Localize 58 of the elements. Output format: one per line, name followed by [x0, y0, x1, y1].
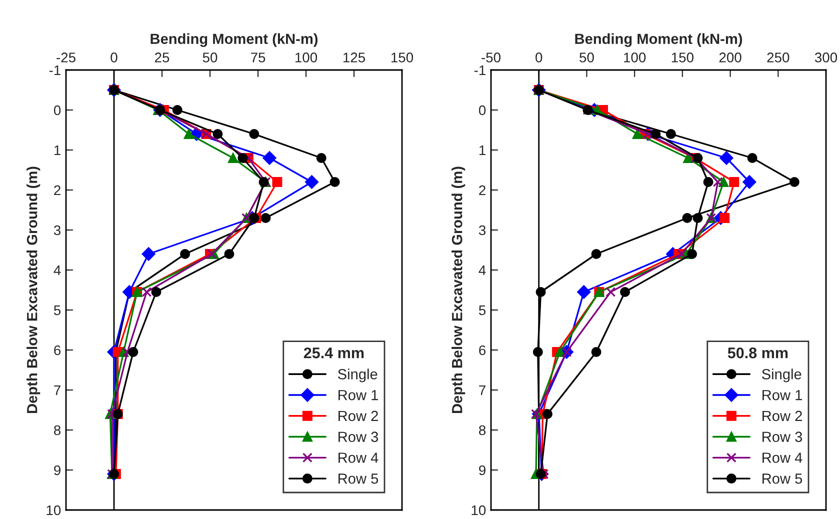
x-tick-label: 100 [295, 52, 318, 62]
x-tick-label: 125 [343, 52, 366, 62]
y-axis-title: Depth Below Excavated Ground (m) [26, 166, 40, 413]
y-tick-label: 8 [54, 425, 61, 436]
x-tick-label: 150 [391, 52, 414, 62]
x-tick-label: 250 [767, 52, 790, 62]
y-tick-label: 0 [54, 105, 61, 116]
x-tick-label: 150 [672, 52, 694, 62]
y-tick-label: 9 [54, 465, 60, 476]
legend-label: Row 5 [762, 474, 802, 484]
y-tick-label: 2 [54, 185, 60, 196]
y-tick-label: 1 [54, 145, 60, 156]
legend-label: Row 1 [762, 390, 802, 400]
y-tick-label: 6 [54, 345, 61, 356]
x-tick-label: 50 [580, 52, 594, 62]
legend-label: Row 2 [762, 410, 802, 422]
y-tick-label: 3 [478, 225, 486, 236]
legend-label: Row 2 [338, 410, 378, 422]
legend-label: Row 4 [338, 452, 378, 463]
y-tick-label: 5 [478, 305, 486, 316]
y-tick-label: 5 [54, 305, 61, 316]
y-tick-label: 4 [54, 265, 61, 276]
x-axis-title: Bending Moment (kN-m) [575, 33, 742, 47]
legend-label: Single [338, 368, 378, 382]
y-tick-label: 0 [478, 105, 486, 116]
y-tick-label: 7 [479, 385, 486, 396]
x-tick-label: 50 [202, 52, 218, 62]
y-tick-label: 3 [54, 225, 61, 236]
x-tick-label: 75 [250, 52, 266, 62]
legend-title: 25.4 mm [304, 348, 364, 358]
x-tick-label: 0 [536, 52, 542, 62]
x-tick-label: 300 [814, 52, 838, 62]
legend-label: Row 1 [338, 390, 378, 400]
y-tick-label: 1 [479, 145, 486, 156]
x-tick-label: -50 [482, 52, 500, 62]
legend-label: Row 3 [338, 432, 378, 442]
y-tick-label: -1 [474, 65, 486, 76]
legend-label: Row 5 [338, 474, 378, 484]
y-tick-label: -1 [49, 65, 60, 76]
y-tick-label: 9 [479, 465, 486, 476]
y-tick-label: 10 [46, 505, 61, 516]
x-axis-title: Bending Moment (kN-m) [150, 33, 318, 47]
x-tick-label: 100 [624, 52, 646, 62]
y-tick-label: 2 [479, 185, 486, 196]
y-tick-label: 6 [479, 345, 486, 356]
x-tick-label: 0 [110, 52, 118, 62]
legend-label: Row 4 [762, 452, 802, 463]
legend-label: Row 3 [762, 432, 802, 442]
x-tick-label: 200 [719, 52, 742, 62]
y-tick-label: 8 [479, 425, 486, 436]
x-tick-label: -25 [56, 52, 76, 62]
legend-label: Single [762, 368, 802, 382]
y-tick-label: 4 [478, 265, 486, 276]
y-axis-title: Depth Below Excavated Ground (m) [452, 166, 466, 413]
y-tick-label: 10 [472, 505, 486, 516]
x-tick-label: 25 [154, 52, 170, 62]
y-tick-label: 7 [54, 385, 60, 396]
legend-title: 50.8 mm [728, 348, 788, 358]
